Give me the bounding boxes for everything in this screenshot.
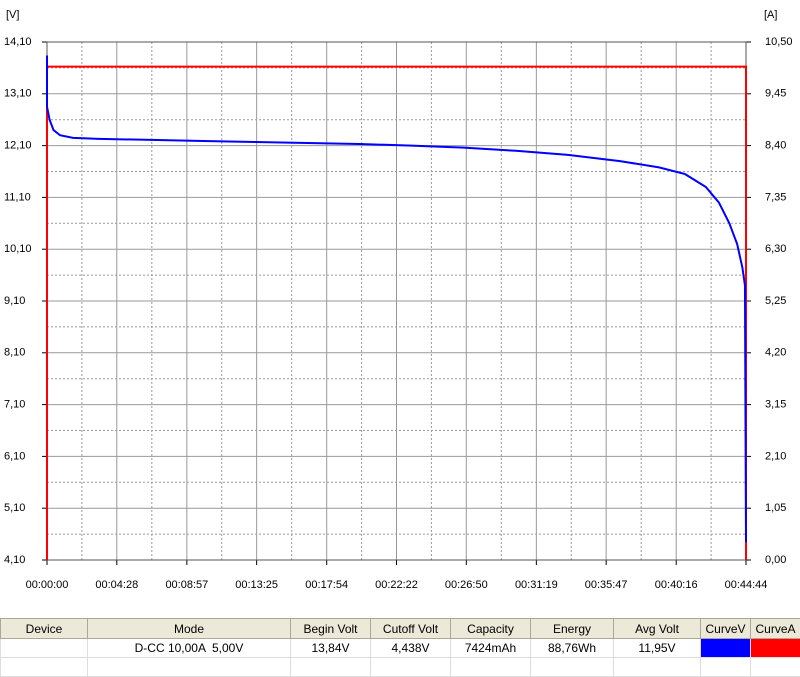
- y2-tick-label: 10,50: [765, 36, 793, 48]
- x-tick-label: 00:13:25: [235, 579, 278, 591]
- y-tick-label: 6,10: [4, 450, 25, 462]
- x-tick-label: 00:00:00: [26, 579, 69, 591]
- curve-v-swatch: [700, 638, 751, 658]
- y-tick-label: 14,10: [4, 36, 32, 48]
- y-tick-label: 7,10: [4, 399, 25, 411]
- y2-tick-label: 1,05: [765, 502, 786, 514]
- header-cell: Begin Volt: [290, 618, 371, 639]
- header-cell: Capacity: [450, 618, 531, 639]
- y2-tick-label: 0,00: [765, 554, 786, 566]
- y2-tick-label: 6,30: [765, 243, 786, 255]
- header-cell: Cutoff Volt: [370, 618, 451, 639]
- result-table: Device Mode Begin Volt Cutoff Volt Capac…: [0, 618, 800, 677]
- y-tick-label: 4,10: [4, 554, 25, 566]
- y-tick-label: 9,10: [4, 295, 25, 307]
- y2-tick-label: 4,20: [765, 347, 786, 359]
- y-tick-label: 10,10: [4, 243, 32, 255]
- header-cell: Avg Volt: [613, 618, 701, 639]
- empty-row: [0, 657, 800, 677]
- data-row[interactable]: D-CC 10,00A 5,00V 13,84V 4,438V 7424mAh …: [0, 638, 800, 658]
- chart: [V] [A] 00:00:00 00:04:28 00:08:57 00:13:25…: [4, 9, 793, 591]
- header-cell: Energy: [530, 618, 614, 639]
- series-line: [46, 55, 747, 543]
- x-tick-label: 00:35:47: [585, 579, 628, 591]
- header-cell: CurveA: [750, 618, 800, 639]
- curve-a-swatch: [750, 638, 800, 658]
- cell: 4,438V: [370, 638, 451, 658]
- header-cell: Device: [0, 618, 88, 639]
- y2-tick-label: 9,45: [765, 88, 786, 100]
- x-tick-label: 00:17:54: [305, 579, 348, 591]
- cell: 88,76Wh: [530, 638, 614, 658]
- x-tick-label: 00:08:57: [165, 579, 208, 591]
- y2-tick-label: 7,35: [765, 191, 786, 203]
- y-tick-label: 13,10: [4, 88, 32, 100]
- cell: 11,95V: [613, 638, 701, 658]
- header-cell: CurveV: [700, 618, 751, 639]
- y-axis-label: [V]: [6, 9, 19, 21]
- header-cell: Mode: [87, 618, 291, 639]
- x-tick-label: 00:40:16: [655, 579, 698, 591]
- y-tick-label: 8,10: [4, 347, 25, 359]
- cell: 13,84V: [290, 638, 371, 658]
- y2-tick-label: 8,40: [765, 140, 786, 152]
- y-tick-label: 5,10: [4, 502, 25, 514]
- y2-axis-label: [A]: [764, 9, 777, 21]
- y2-tick-label: 2,10: [765, 450, 786, 462]
- header-row: Device Mode Begin Volt Cutoff Volt Capac…: [0, 618, 800, 639]
- x-tick-label: 00:31:19: [515, 579, 558, 591]
- y-tick-label: 12,10: [4, 140, 32, 152]
- x-tick-label: 00:22:22: [375, 579, 418, 591]
- y2-tick-label: 5,25: [765, 295, 786, 307]
- x-tick-label: 00:44:44: [725, 579, 768, 591]
- cell: D-CC 10,00A 5,00V: [87, 638, 291, 658]
- cell: [0, 638, 88, 658]
- y2-tick-label: 3,15: [765, 399, 786, 411]
- y-tick-label: 11,10: [4, 191, 31, 203]
- x-tick-label: 00:04:28: [95, 579, 138, 591]
- x-tick-label: 00:26:50: [445, 579, 488, 591]
- cell: 7424mAh: [450, 638, 531, 658]
